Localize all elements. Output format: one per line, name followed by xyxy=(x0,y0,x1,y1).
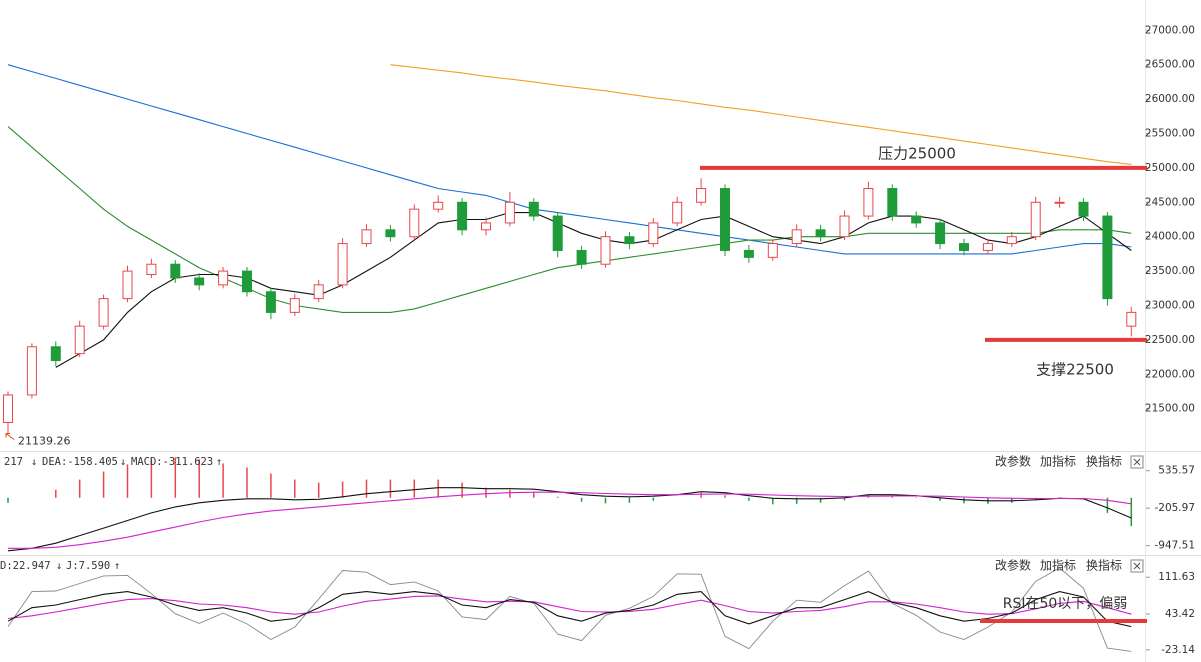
moving-average xyxy=(390,64,1132,165)
candle-body xyxy=(242,270,252,293)
candle-body xyxy=(433,201,444,210)
indicator-value: 217 xyxy=(4,456,23,468)
y-tick-label: 26000.00 xyxy=(1145,93,1195,105)
close-icon xyxy=(1133,562,1141,570)
moving-average xyxy=(55,212,1132,368)
candle-body xyxy=(743,249,754,258)
toolbar-button[interactable]: 改参数 xyxy=(995,454,1031,469)
candle-body xyxy=(170,263,181,279)
candle-body xyxy=(361,229,372,245)
candle-body xyxy=(959,243,969,251)
y-tick-label: 22000.00 xyxy=(1145,368,1195,380)
moving-average xyxy=(7,64,1132,255)
candle-body xyxy=(385,229,396,238)
toolbar-button[interactable]: 加指标 xyxy=(1040,454,1076,469)
y-tick-label: 535.57 xyxy=(1158,465,1195,477)
toolbar-button[interactable]: 换指标 xyxy=(1086,558,1122,573)
candle-body xyxy=(552,215,563,251)
y-tick-label: 22500.00 xyxy=(1145,334,1195,346)
close-icon xyxy=(1133,458,1141,466)
candle-body xyxy=(1078,201,1089,217)
y-tick-label: 23500.00 xyxy=(1145,265,1195,277)
candle-body xyxy=(576,249,587,265)
candle-body xyxy=(696,188,707,203)
candle-body xyxy=(98,298,109,327)
candle-body xyxy=(337,243,348,286)
y-tick-label: 24500.00 xyxy=(1145,196,1195,208)
candle-body xyxy=(50,346,61,362)
toolbar-button[interactable]: 加指标 xyxy=(1040,558,1076,573)
candle-body xyxy=(791,229,802,245)
candle-body xyxy=(672,201,683,224)
trend-arrow: ↓ xyxy=(31,456,37,468)
candle-body xyxy=(457,201,468,231)
y-tick-label: 111.63 xyxy=(1158,571,1195,583)
trend-arrow: ↓ xyxy=(56,560,62,572)
y-tick-label: 26500.00 xyxy=(1145,59,1195,71)
trend-arrow: ↓ xyxy=(120,456,126,468)
dif-line xyxy=(7,487,1132,552)
y-tick-label: -23.14 xyxy=(1161,644,1195,656)
j-line xyxy=(7,567,1132,652)
toolbar-button[interactable]: 换指标 xyxy=(1086,454,1122,469)
candle-body xyxy=(839,215,850,238)
y-tick-label: 24000.00 xyxy=(1145,231,1195,243)
candle-body xyxy=(887,188,898,217)
y-tick-label: -205.97 xyxy=(1154,502,1195,514)
indicator-value: D:22.947 xyxy=(0,560,51,572)
candle-body xyxy=(720,188,730,251)
y-tick-label: 21500.00 xyxy=(1145,403,1195,415)
k-line xyxy=(7,591,1132,628)
candle-body xyxy=(218,270,229,286)
candle-body xyxy=(982,243,993,251)
candle-body xyxy=(289,298,300,313)
trend-arrow: ↑ xyxy=(114,560,120,572)
candle-body xyxy=(194,277,205,286)
y-tick-label: 43.42 xyxy=(1165,608,1195,620)
candle-body xyxy=(26,346,37,396)
d-line xyxy=(7,595,1132,620)
level-label: 支撑22500 xyxy=(1036,360,1114,378)
candle-body xyxy=(481,222,491,231)
trend-arrow: ↑ xyxy=(216,456,222,468)
indicator-value: DEA:-158.405 xyxy=(42,456,118,468)
y-tick-label: 25000.00 xyxy=(1145,162,1195,174)
candle-body xyxy=(122,270,133,300)
candle-body xyxy=(1054,201,1065,204)
annotation-label: RSI在50以下，偏弱 xyxy=(1003,596,1128,612)
candle-body xyxy=(624,236,635,245)
candle-body xyxy=(1126,311,1137,327)
candle-body xyxy=(600,236,611,265)
indicator-value: MACD:-311.623 xyxy=(131,456,213,468)
candle-body xyxy=(504,201,515,224)
candle-body xyxy=(1030,201,1041,238)
candle-body xyxy=(767,243,778,258)
candle-body xyxy=(3,394,13,423)
candle-body xyxy=(911,215,922,224)
level-label: 压力25000 xyxy=(878,144,956,162)
low-marker xyxy=(5,433,15,440)
candle-body xyxy=(265,291,276,313)
candle-body xyxy=(815,229,826,238)
candle-body xyxy=(146,263,157,276)
candle-body xyxy=(1006,236,1017,245)
candle-body xyxy=(863,188,874,217)
candle-body xyxy=(935,222,946,245)
dea-line xyxy=(8,491,1132,549)
candle-body xyxy=(409,208,420,238)
toolbar-button[interactable]: 改参数 xyxy=(995,558,1031,573)
y-tick-label: 25500.00 xyxy=(1145,127,1195,139)
y-tick-label: 27000.00 xyxy=(1145,24,1195,36)
y-tick-label: -947.51 xyxy=(1154,540,1195,552)
candle-body xyxy=(528,201,539,217)
candle-body xyxy=(74,325,85,355)
candle-body xyxy=(648,222,659,245)
candle-body xyxy=(1102,215,1113,300)
y-tick-label: 23000.00 xyxy=(1145,300,1195,312)
candle-body xyxy=(313,284,324,300)
low-label: 21139.26 xyxy=(18,435,71,448)
indicator-value: J:7.590 xyxy=(66,560,110,572)
